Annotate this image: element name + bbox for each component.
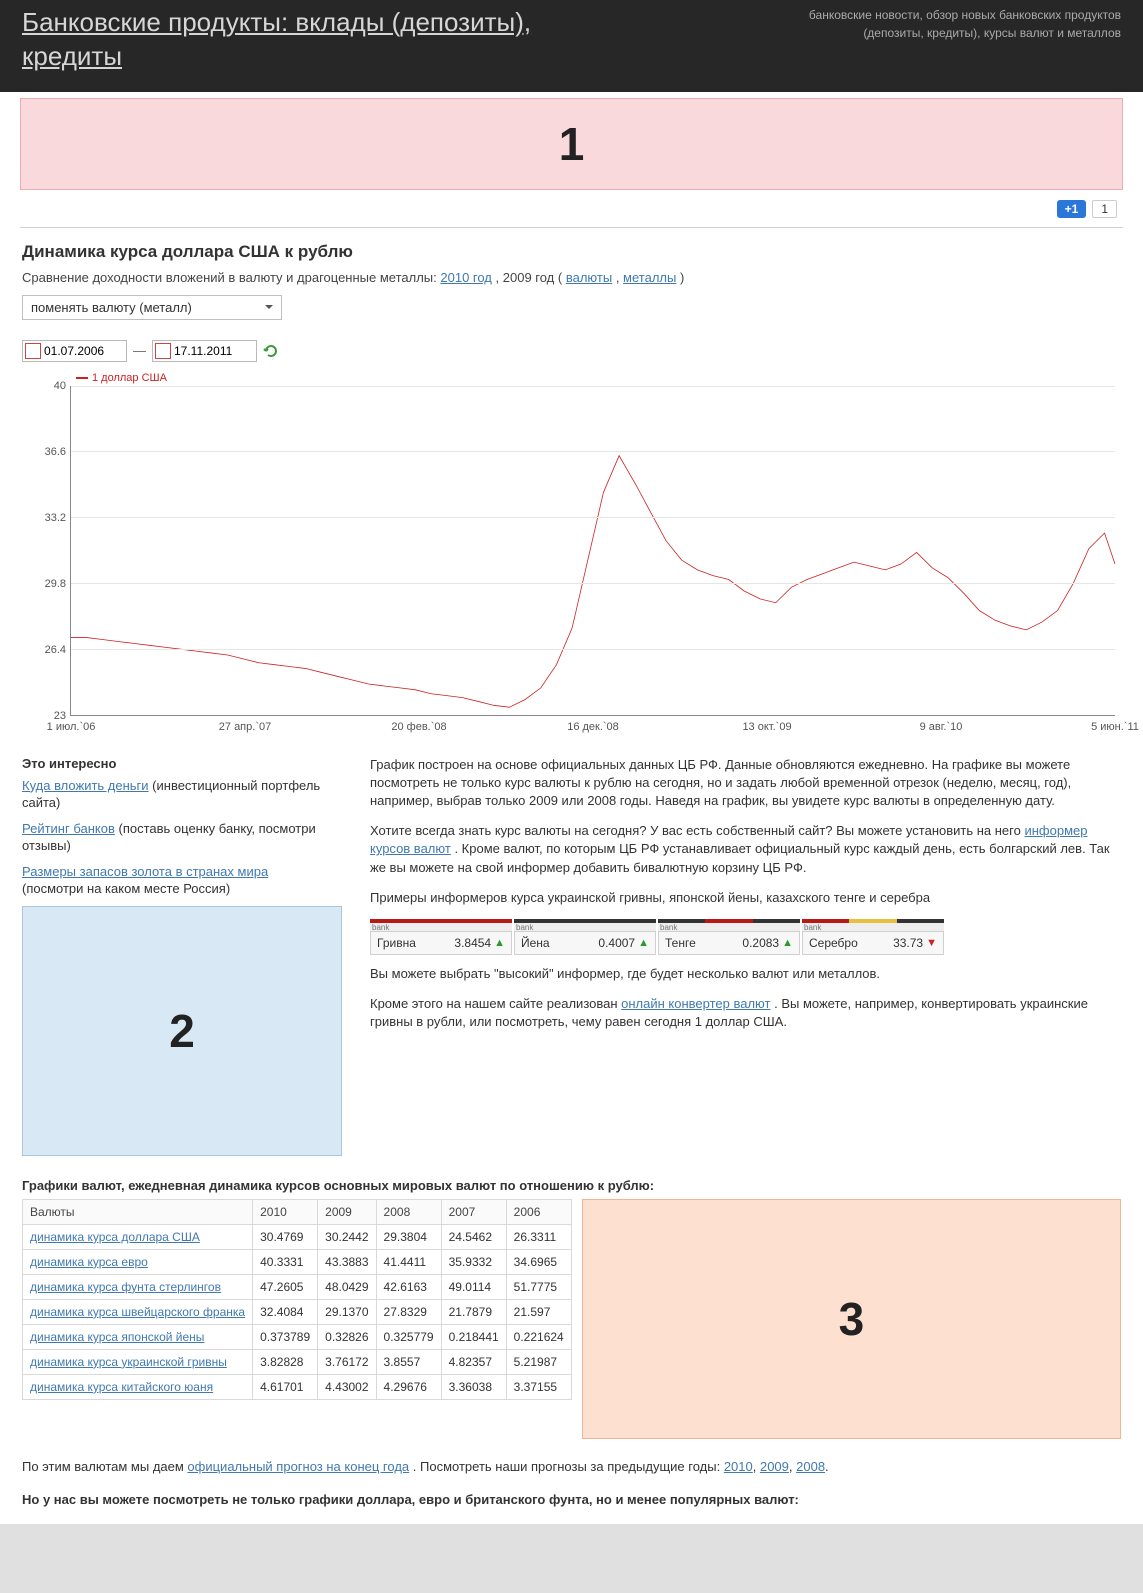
y-tick-label: 33.2 bbox=[22, 512, 66, 524]
x-tick-label: 16 дек.`08 bbox=[567, 721, 619, 733]
table-row: динамика курса евро40.333143.388341.4411… bbox=[23, 1249, 572, 1274]
table-header: 2007 bbox=[441, 1199, 506, 1224]
calendar-icon bbox=[25, 343, 41, 359]
link-2010[interactable]: 2010 год bbox=[440, 270, 492, 285]
link-y2008[interactable]: 2008 bbox=[796, 1459, 825, 1474]
y-tick-label: 26.4 bbox=[22, 644, 66, 656]
link-currencies[interactable]: валюты bbox=[566, 270, 612, 285]
currency-link[interactable]: динамика курса фунта стерлингов bbox=[30, 1280, 221, 1294]
calendar-icon bbox=[155, 343, 171, 359]
plusone-widget: +1 1 bbox=[1057, 200, 1117, 218]
header: Банковские продукты: вклады (депозиты), … bbox=[0, 0, 1143, 92]
x-tick-label: 1 июл.`06 bbox=[47, 721, 96, 733]
date-range: — bbox=[22, 340, 1121, 362]
table-header: 2010 bbox=[253, 1199, 318, 1224]
y-tick-label: 23 bbox=[22, 710, 66, 722]
link-forecast[interactable]: официальный прогноз на конец года bbox=[187, 1459, 409, 1474]
refresh-button[interactable] bbox=[263, 343, 279, 359]
table-row: динамика курса китайского юаня4.617014.4… bbox=[23, 1374, 572, 1399]
informer-row: bankГривна3.8454 ▲bankЙена0.4007 ▲bankТе… bbox=[370, 919, 1121, 955]
table-row: динамика курса японской йены0.3737890.32… bbox=[23, 1324, 572, 1349]
y-tick-label: 40 bbox=[22, 380, 66, 392]
plusone-count: 1 bbox=[1092, 200, 1117, 218]
table-header: Валюты bbox=[23, 1199, 253, 1224]
currency-select[interactable]: поменять валюту (металл) bbox=[22, 295, 282, 320]
informer-widget[interactable]: bankСеребро33.73 ▼ bbox=[802, 919, 944, 955]
table-header: 2008 bbox=[376, 1199, 441, 1224]
date-to-input[interactable] bbox=[174, 344, 250, 358]
site-title[interactable]: Банковские продукты: вклады (депозиты), … bbox=[22, 6, 542, 74]
link-converter[interactable]: онлайн конвертер валют bbox=[621, 996, 770, 1011]
rate-chart: 1 доллар США 1 июл.`06 27 апр.`07 20 фев.`… bbox=[22, 372, 1121, 742]
currency-table: Валюты20102009200820072006динамика курса… bbox=[22, 1199, 572, 1400]
y-tick-label: 36.6 bbox=[22, 446, 66, 458]
sidebar-heading: Это интересно bbox=[22, 756, 342, 771]
currency-table-title: Графики валют, ежедневная динамика курсо… bbox=[22, 1178, 1121, 1193]
y-tick-label: 29.8 bbox=[22, 578, 66, 590]
link-gold[interactable]: Размеры запасов золота в странах мира bbox=[22, 864, 268, 879]
link-invest[interactable]: Куда вложить деньги bbox=[22, 778, 149, 793]
sidebar: Это интересно Куда вложить деньги (инвес… bbox=[22, 756, 342, 1156]
link-rating[interactable]: Рейтинг банков bbox=[22, 821, 115, 836]
legend-swatch bbox=[76, 377, 88, 379]
subtitle: Сравнение доходности вложений в валюту и… bbox=[22, 270, 1121, 285]
tab-bar: +1 1 bbox=[20, 196, 1123, 228]
currency-link[interactable]: динамика курса швейцарского франка bbox=[30, 1305, 245, 1319]
x-tick-label: 27 апр.`07 bbox=[219, 721, 271, 733]
ad-banner-side[interactable]: 2 bbox=[22, 906, 342, 1156]
informer-widget[interactable]: bankЙена0.4007 ▲ bbox=[514, 919, 656, 955]
x-tick-label: 20 фев.`08 bbox=[391, 721, 446, 733]
currency-select-label: поменять валюту (металл) bbox=[31, 300, 192, 315]
currency-link[interactable]: динамика курса китайского юаня bbox=[30, 1380, 213, 1394]
plusone-button[interactable]: +1 bbox=[1057, 200, 1087, 218]
ad-banner-top[interactable]: 1 bbox=[20, 98, 1123, 190]
footer-text: По этим валютам мы даем официальный прог… bbox=[22, 1457, 1121, 1510]
x-tick-label: 9 авг.`10 bbox=[920, 721, 963, 733]
ad-banner-right[interactable]: 3 bbox=[582, 1199, 1121, 1439]
table-row: динамика курса доллара США30.476930.2442… bbox=[23, 1224, 572, 1249]
link-y2009[interactable]: 2009 bbox=[760, 1459, 789, 1474]
link-metals[interactable]: металлы bbox=[623, 270, 676, 285]
main-text: График построен на основе официальных да… bbox=[370, 756, 1121, 1156]
page-title: Динамика курса доллара США к рублю bbox=[22, 242, 1121, 262]
currency-link[interactable]: динамика курса доллара США bbox=[30, 1230, 200, 1244]
table-row: динамика курса украинской гривны3.828283… bbox=[23, 1349, 572, 1374]
date-dash: — bbox=[133, 343, 146, 358]
informer-widget[interactable]: bankТенге0.2083 ▲ bbox=[658, 919, 800, 955]
x-tick-label: 13 окт.`09 bbox=[742, 721, 791, 733]
date-from[interactable] bbox=[22, 340, 127, 362]
informer-widget[interactable]: bankГривна3.8454 ▲ bbox=[370, 919, 512, 955]
link-y2010[interactable]: 2010 bbox=[724, 1459, 753, 1474]
date-to[interactable] bbox=[152, 340, 257, 362]
date-from-input[interactable] bbox=[44, 344, 120, 358]
site-tagline: банковские новости, обзор новых банковск… bbox=[809, 6, 1121, 42]
currency-link[interactable]: динамика курса японской йены bbox=[30, 1330, 204, 1344]
chart-legend: 1 доллар США bbox=[76, 372, 167, 384]
table-row: динамика курса швейцарского франка32.408… bbox=[23, 1299, 572, 1324]
table-row: динамика курса фунта стерлингов47.260548… bbox=[23, 1274, 572, 1299]
table-header: 2009 bbox=[318, 1199, 376, 1224]
currency-link[interactable]: динамика курса украинской гривны bbox=[30, 1355, 227, 1369]
table-header: 2006 bbox=[506, 1199, 571, 1224]
currency-link[interactable]: динамика курса евро bbox=[30, 1255, 148, 1269]
x-tick-label: 5 июн.`11 bbox=[1091, 721, 1139, 733]
